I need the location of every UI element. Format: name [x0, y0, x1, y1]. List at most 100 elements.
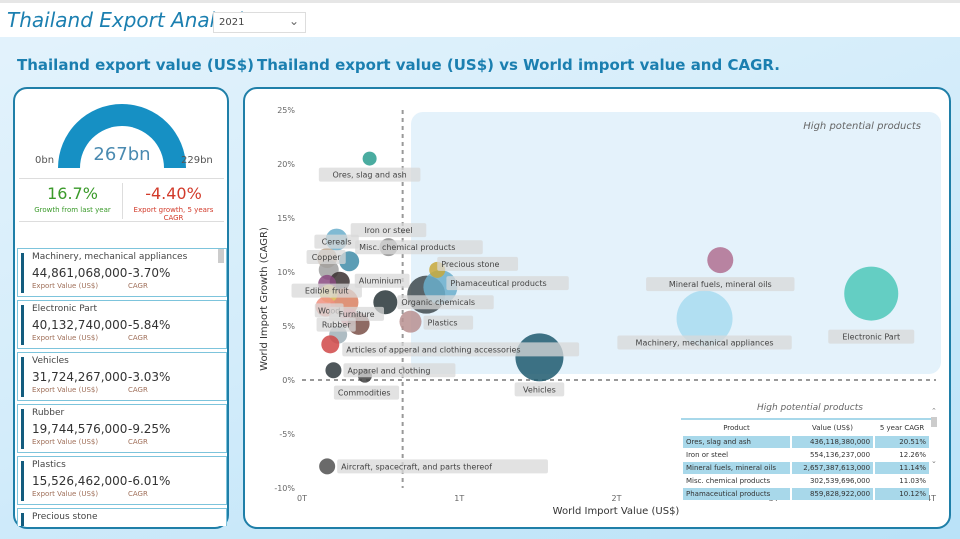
data-label-bg	[314, 234, 359, 249]
table-scrollbar[interactable]: ⌃ ⌄	[931, 407, 939, 477]
column-header[interactable]: 5 year CAGR	[879, 424, 925, 432]
cagr-label: CAGR	[128, 438, 148, 446]
high-potential-region	[411, 112, 941, 374]
y-tick-label: -5%	[279, 430, 295, 439]
kpi-row: 16.7% Growth from last year -4.40% Expor…	[19, 178, 224, 222]
export-summary-card: 0bn 229bn 267bn 16.7% Growth from last y…	[13, 87, 229, 529]
data-label: Aluminium	[359, 277, 402, 286]
left-section-title: Thailand export value (US$)	[17, 56, 255, 74]
table-cell: 11.14%	[875, 462, 929, 474]
table-row[interactable]: Iron or steel 554,136,237,000 12.26%	[683, 449, 929, 461]
y-tick-label: 25%	[277, 106, 295, 115]
cagr-label: CAGR	[128, 282, 148, 290]
table-row[interactable]: Misc. chemical products 302,539,696,000 11…	[683, 475, 929, 487]
data-label-bg	[316, 317, 356, 332]
data-label-bg	[646, 277, 795, 292]
cagr-value: -6.01%	[128, 474, 171, 488]
data-label: Precious stone	[441, 260, 499, 269]
export-value: 40,132,740,000	[32, 318, 128, 332]
x-tick-label: 0T	[297, 494, 307, 503]
data-label-bg	[617, 335, 792, 350]
accent-bar	[21, 357, 24, 397]
product-card[interactable]: Electronic Part 40,132,740,000 -5.84% Ex…	[17, 300, 227, 349]
gauge-arc	[58, 104, 186, 168]
cagr-label: Export growth, 5 years CAGR	[133, 206, 214, 222]
bubble	[515, 333, 564, 382]
table-cell: 12.26%	[899, 451, 926, 459]
data-label-bg	[342, 342, 580, 357]
table-cell: 554,136,237,000	[809, 451, 871, 459]
bubble	[325, 362, 342, 379]
export-value-label: Export Value (US$)	[32, 282, 99, 290]
accent-bar	[21, 253, 24, 293]
cagr-label: CAGR	[128, 490, 148, 498]
data-label-bg	[318, 167, 421, 182]
x-tick-label: 4T	[926, 494, 936, 503]
y-axis-title: World Import Growth (CAGR)	[259, 227, 270, 371]
data-label: Wood	[318, 306, 340, 315]
table-cell: 11.03%	[899, 477, 926, 485]
product-card[interactable]: Rubber 19,744,576,000 -9.25% Export Valu…	[17, 404, 227, 453]
data-label: Phamaceutical products	[450, 279, 546, 288]
region-label: High potential products	[803, 121, 921, 132]
export-value-label: Export Value (US$)	[32, 490, 99, 498]
product-name: Rubber	[32, 408, 65, 418]
column-header[interactable]: Value (US$)	[812, 424, 853, 432]
growth-value: 16.7%	[47, 184, 98, 203]
high-potential-table: High potential products Product Value (US…	[681, 403, 939, 501]
product-name: Electronic Part	[32, 304, 97, 314]
export-value-label: Export Value (US$)	[32, 438, 99, 446]
product-card[interactable]: Machinery, mechanical appliances 44,861,…	[17, 248, 227, 297]
export-value: 15,526,462,000	[32, 474, 128, 488]
x-tick-label: 2T	[612, 494, 622, 503]
table-row[interactable]: Phamaceutical products 859,828,922,000 10.…	[683, 488, 929, 500]
data-label-bg	[350, 223, 427, 238]
year-dropdown[interactable]: 2021 ⌄	[213, 12, 306, 33]
y-tick-label: 5%	[282, 322, 295, 331]
product-list[interactable]: Machinery, mechanical appliances 44,861,…	[17, 248, 227, 526]
product-card[interactable]: Plastics 15,526,462,000 -6.01% Export Va…	[17, 456, 227, 505]
bubble	[676, 290, 733, 347]
year-value: 2021	[219, 17, 245, 28]
scroll-up-icon[interactable]: ⌃	[931, 407, 937, 415]
bubble	[321, 335, 340, 354]
data-label: Mineral fuels, mineral oils	[669, 280, 772, 289]
product-name: Machinery, mechanical appliances	[32, 252, 188, 262]
table-row[interactable]: Mineral fuels, mineral oils 2,657,387,613…	[683, 462, 929, 474]
chart-title: Thailand export value (US$) vs World imp…	[257, 56, 780, 74]
data-label-bg	[355, 240, 483, 255]
column-header[interactable]: Product	[723, 424, 750, 432]
list-scrollbar[interactable]	[218, 249, 224, 263]
cagr-value: -3.03%	[128, 370, 171, 384]
data-label: Electronic Part	[842, 333, 900, 342]
accent-bar	[21, 409, 24, 449]
table-row[interactable]: Ores, slag and ash 436,118,380,000 20.51%	[683, 436, 929, 448]
chevron-down-icon: ⌄	[288, 14, 299, 28]
growth-label: Growth from last year	[34, 206, 111, 214]
data-label: Copper	[312, 253, 342, 262]
data-label: Ores, slag and ash	[333, 171, 407, 180]
data-label-bg	[333, 385, 400, 400]
table-cell: 436,118,380,000	[791, 436, 874, 448]
data-label: Iron or steel	[364, 226, 412, 235]
data-label: Articles of apperal and clothing accesso…	[346, 345, 520, 354]
data-label-bg	[423, 315, 474, 330]
data-label: Aircraft, spacecraft, and parts thereof	[341, 462, 492, 471]
product-name: Precious stone	[32, 512, 98, 522]
x-tick-label: 1T	[454, 494, 464, 503]
table-cell: Ores, slag and ash	[683, 436, 790, 448]
table-cell: 302,539,696,000	[809, 477, 871, 485]
export-value: 31,724,267,000	[32, 370, 128, 384]
table-cell: Misc. chemical products	[686, 477, 771, 485]
cagr-value: -9.25%	[128, 422, 171, 436]
export-value-label: Export Value (US$)	[32, 386, 99, 394]
top-bar: Thailand Export Analysis 2021 ⌄	[0, 0, 960, 37]
product-card[interactable]: Vehicles 31,724,267,000 -3.03% Export Va…	[17, 352, 227, 401]
table-cell: 2,657,387,613,000	[791, 462, 874, 474]
data-label: Vehicles	[523, 385, 556, 394]
bubble	[844, 266, 899, 321]
scroll-down-icon[interactable]: ⌄	[931, 457, 937, 465]
product-card[interactable]: Precious stone	[17, 508, 227, 526]
product-name: Plastics	[32, 460, 66, 470]
data-label: Machinery, mechanical appliances	[636, 338, 774, 347]
